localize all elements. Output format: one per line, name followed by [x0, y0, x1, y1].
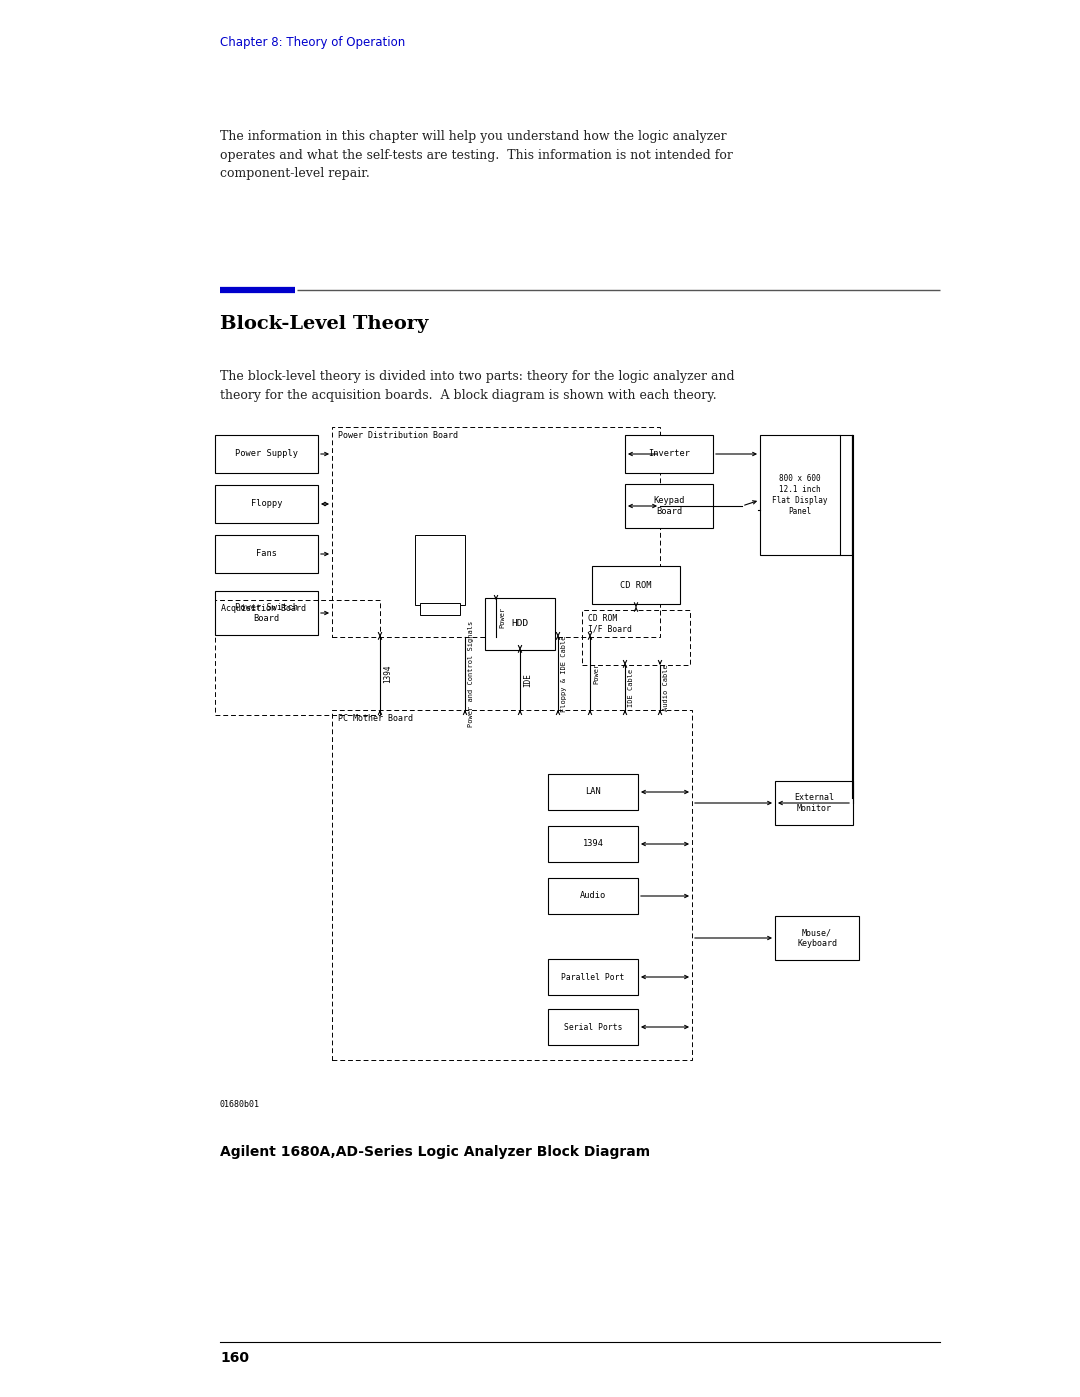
Text: PC Mother Board: PC Mother Board: [338, 714, 413, 724]
Text: The block-level theory is divided into two parts: theory for the logic analyzer : The block-level theory is divided into t…: [220, 370, 734, 401]
Text: 160: 160: [220, 1351, 249, 1365]
Text: Block-Level Theory: Block-Level Theory: [220, 314, 429, 332]
Text: Serial Ports: Serial Ports: [564, 1023, 622, 1031]
Text: 1394: 1394: [582, 840, 604, 848]
Text: 1394: 1394: [383, 664, 392, 683]
Bar: [548, 958, 638, 995]
Bar: [548, 877, 638, 914]
Text: CD ROM
I/F Board: CD ROM I/F Board: [588, 615, 632, 633]
Text: Parallel Port: Parallel Port: [562, 972, 624, 982]
Text: LAN: LAN: [585, 788, 600, 796]
Bar: [420, 604, 460, 615]
Text: Audio Cable: Audio Cable: [663, 664, 669, 711]
Text: Power Supply: Power Supply: [235, 450, 298, 458]
Bar: [625, 434, 713, 474]
Text: Audio: Audio: [580, 891, 606, 901]
Text: Power: Power: [593, 662, 599, 685]
Text: Power Switch
Board: Power Switch Board: [235, 604, 298, 623]
Bar: [332, 427, 660, 637]
Bar: [775, 781, 853, 826]
Bar: [215, 591, 318, 636]
Text: Chapter 8: Theory of Operation: Chapter 8: Theory of Operation: [220, 36, 405, 49]
Text: Power Distribution Board: Power Distribution Board: [338, 432, 458, 440]
Bar: [215, 599, 380, 715]
Text: Floppy: Floppy: [251, 500, 282, 509]
Text: Keypad
Board: Keypad Board: [653, 496, 685, 515]
Bar: [485, 598, 555, 650]
Bar: [548, 826, 638, 862]
Text: The information in this chapter will help you understand how the logic analyzer
: The information in this chapter will hel…: [220, 130, 733, 180]
Text: Floppy & IDE Cable: Floppy & IDE Cable: [561, 636, 567, 711]
Text: 01680b01: 01680b01: [220, 1099, 260, 1109]
Bar: [592, 566, 680, 604]
Bar: [582, 610, 690, 665]
Text: 800 x 600
12.1 inch
Flat Display
Panel: 800 x 600 12.1 inch Flat Display Panel: [772, 475, 827, 515]
Text: Inverter: Inverter: [648, 450, 690, 458]
Text: IDE: IDE: [523, 673, 532, 687]
Text: HDD: HDD: [511, 619, 528, 629]
Bar: [625, 483, 713, 528]
Bar: [215, 485, 318, 522]
Text: Acquisition Board: Acquisition Board: [221, 604, 306, 613]
Bar: [415, 535, 465, 605]
Text: Agilent 1680A,AD-Series Logic Analyzer Block Diagram: Agilent 1680A,AD-Series Logic Analyzer B…: [220, 1146, 650, 1160]
Bar: [215, 535, 318, 573]
Text: IDE Cable: IDE Cable: [627, 668, 634, 707]
Bar: [775, 916, 859, 960]
Text: Mouse/
Keyboard: Mouse/ Keyboard: [797, 928, 837, 947]
Text: Power and Control Signals: Power and Control Signals: [468, 620, 474, 726]
Text: External
Monitor: External Monitor: [794, 793, 834, 813]
Bar: [548, 774, 638, 810]
Text: Fans: Fans: [256, 549, 276, 559]
Text: Power: Power: [499, 606, 505, 629]
Bar: [760, 434, 840, 555]
Bar: [215, 434, 318, 474]
Text: CD ROM: CD ROM: [620, 581, 651, 590]
Bar: [548, 1009, 638, 1045]
Bar: [332, 710, 692, 1060]
